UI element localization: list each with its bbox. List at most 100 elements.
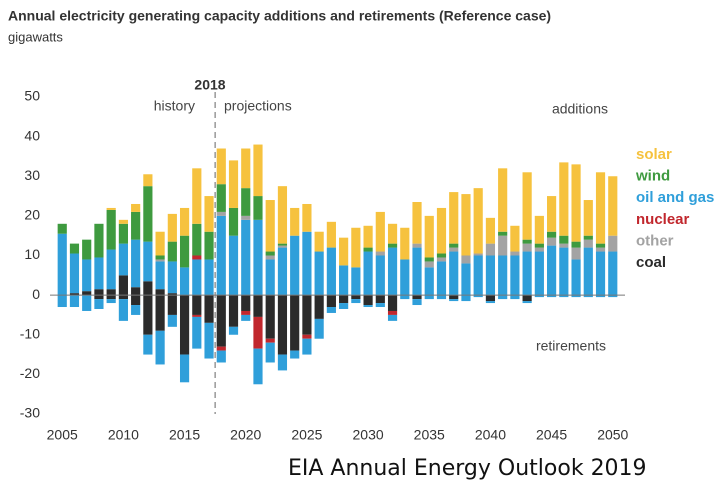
addition-bar [534,243,544,248]
retirement-bar [265,342,275,363]
addition-bar [363,247,373,252]
retirement-bar [436,295,447,300]
addition-bar [302,203,312,232]
retirement-bar [265,295,275,339]
addition-bar [241,188,251,216]
addition-bar [106,289,116,296]
addition-bar [179,267,190,296]
y-tick-label: 50 [24,88,40,104]
retirement-bar [106,295,116,300]
addition-bar [167,261,177,294]
retirement-bar [82,295,92,311]
retirement-bar [387,314,398,321]
retirement-bar [326,295,336,308]
y-tick-label: -20 [20,365,40,381]
projections-annotation: projections [224,98,292,114]
addition-bar [608,235,618,252]
addition-bar [118,223,128,244]
addition-bar [449,247,459,252]
x-tick-label: 2020 [230,427,261,443]
retirement-bar [216,295,226,347]
addition-bar [265,255,275,260]
addition-bar [559,243,569,248]
addition-bar [241,148,251,189]
addition-bar [375,251,385,256]
x-tick-label: 2030 [353,427,384,443]
retirement-bar [241,310,251,315]
addition-bar [387,223,398,244]
addition-bar [559,235,569,244]
addition-bar [387,247,398,296]
retirement-bar [326,307,336,313]
retirement-bar [94,295,104,300]
addition-bar [571,259,581,296]
addition-bar [253,144,263,197]
addition-bar [595,247,606,252]
addition-bar [277,186,288,244]
addition-bar [143,241,153,282]
addition-bar [167,293,177,296]
retirement-bar [595,295,606,298]
retirement-bar [387,295,398,311]
retirement-bar [302,295,312,335]
addition-bar [522,243,532,252]
legend-label: wind [635,168,670,185]
addition-bar [400,227,410,260]
addition-bar [339,265,349,296]
retirement-bar [241,295,251,311]
addition-bar [498,235,508,256]
retirement-bar [412,295,422,300]
retirement-bar [375,295,385,304]
retirement-bar [241,314,251,321]
addition-bar [375,255,385,296]
addition-bar [241,219,251,296]
retirement-bar [534,295,544,298]
retirement-bar [461,295,471,302]
retirement-bar [498,295,508,300]
addition-bar [57,223,67,234]
x-tick-label: 2010 [108,427,139,443]
addition-bar [534,247,544,252]
addition-bar [204,259,214,296]
addition-bar [290,207,300,236]
addition-bar [485,255,496,296]
retirement-bar [351,299,361,304]
addition-bar [473,253,483,256]
retirement-bar [522,301,532,304]
legend-label: nuclear [636,211,690,228]
addition-bar [82,239,92,260]
retirement-bar [143,334,153,355]
addition-bar [559,162,569,236]
addition-bar [265,200,275,252]
addition-bar [265,259,275,296]
x-tick-label: 2015 [169,427,200,443]
retirement-bar [449,299,459,302]
addition-bar [106,209,116,250]
y-tick-label: 0 [32,286,40,302]
retirement-bar [228,326,239,335]
retirement-bar [314,295,324,319]
addition-bar [216,148,226,185]
addition-bar [522,251,532,296]
addition-bar [253,219,263,296]
addition-bar [412,247,422,296]
retirement-bar [179,295,190,355]
addition-bar [351,227,361,268]
addition-bar [216,215,226,296]
addition-bar [94,223,104,258]
retirement-bar [302,334,312,339]
addition-bar [595,251,606,296]
addition-bar [192,223,202,256]
retirement-bar [510,295,520,300]
addition-bar [314,251,324,296]
retirement-bar [94,299,104,309]
addition-bar [69,293,80,296]
addition-bar [131,203,141,212]
y-tick-label: 30 [24,167,40,183]
retirement-bar [253,348,263,385]
addition-bar [534,215,544,244]
y-tick-label: 10 [24,246,40,262]
addition-bar [216,184,226,212]
addition-bar [143,186,153,242]
retirement-bar [118,299,128,321]
